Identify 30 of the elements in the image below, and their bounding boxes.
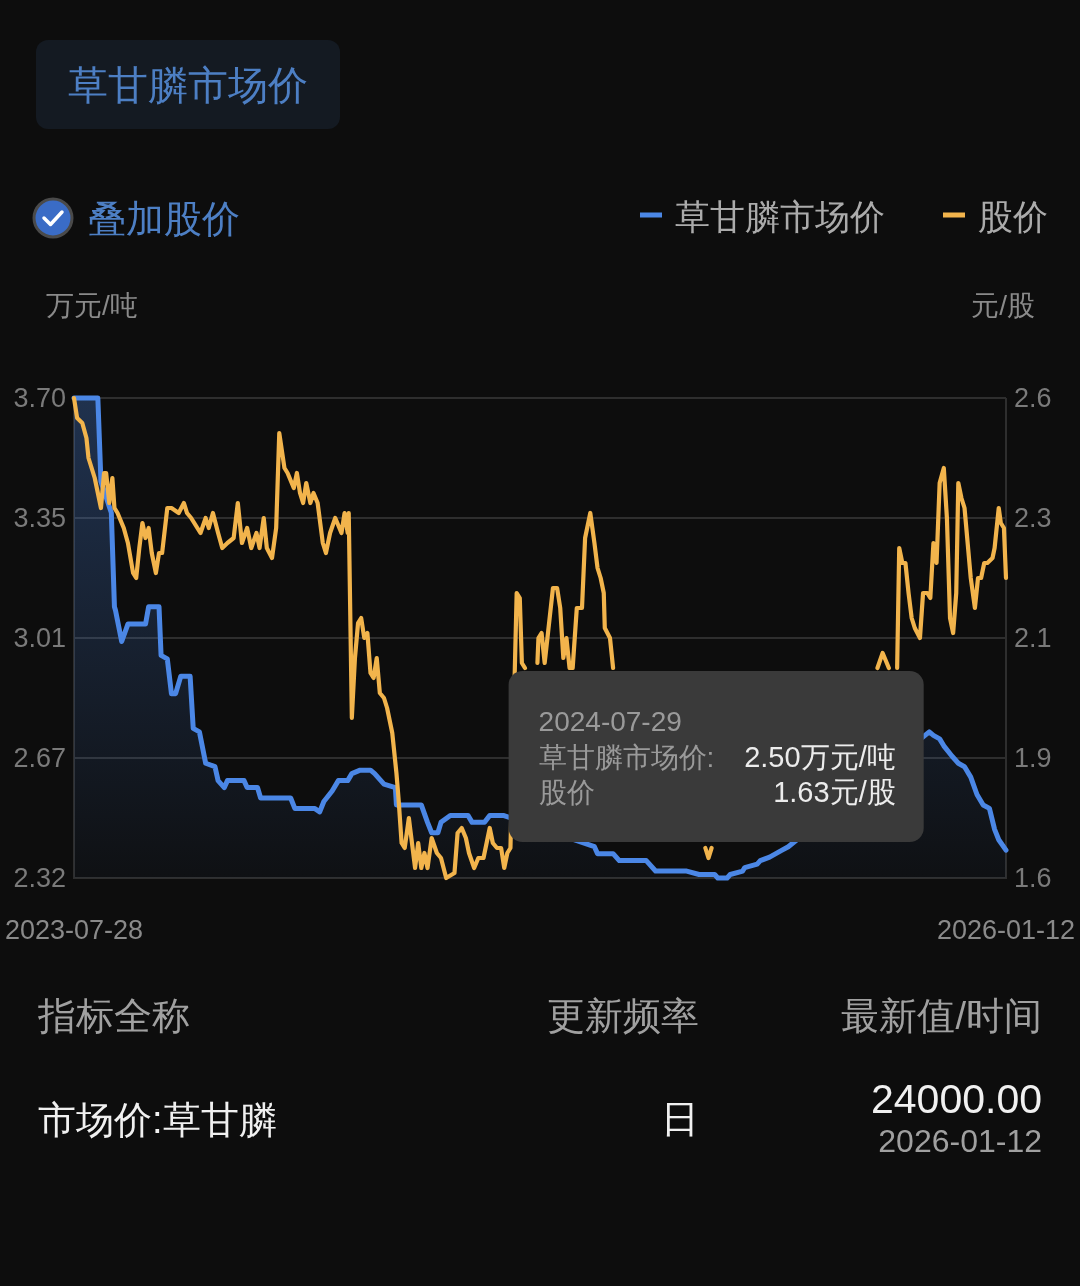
y2tick: 1.6 [1014, 863, 1052, 893]
y2tick: 2.1 [1014, 623, 1052, 653]
ytick: 2.67 [13, 743, 66, 773]
annotation: 2024-07-29 [538, 706, 682, 737]
y2tick: 1.9 [1014, 743, 1052, 773]
annotation: 更新频率 [547, 995, 699, 1037]
ytick: 2.32 [13, 863, 66, 893]
annotation: 叠加股价 [88, 198, 240, 240]
y2tick: 2.6 [1014, 383, 1052, 413]
title: 草甘膦市场价 [68, 63, 308, 107]
annotation: 日 [661, 1098, 699, 1140]
annotation: 最新值/时间 [841, 995, 1042, 1037]
legend-label: 股价 [978, 197, 1048, 236]
xtick: 2026-01-12 [936, 915, 1076, 945]
ylabel: 万元/吨 [46, 290, 138, 321]
legend-label: 草甘膦市场价 [675, 197, 885, 236]
ytick: 3.35 [13, 503, 66, 533]
annotation: 市场价:草甘膦 [38, 1099, 277, 1141]
xtick: 2023-07-28 [4, 915, 144, 945]
y2tick: 2.3 [1014, 503, 1052, 533]
annotation: 2.50万元/吨 [744, 741, 896, 773]
annotation: 2026-01-12 [878, 1123, 1042, 1159]
ytick: 3.01 [13, 623, 66, 653]
annotation: 指标全称 [38, 995, 190, 1037]
annotation: 股价 [538, 777, 595, 808]
annotation: 24000.00 [871, 1076, 1042, 1122]
y2label: 元/股 [971, 290, 1035, 321]
annotation: 草甘膦市场价: [538, 742, 715, 773]
ytick: 3.70 [13, 383, 66, 413]
annotation: 1.63元/股 [773, 776, 896, 808]
